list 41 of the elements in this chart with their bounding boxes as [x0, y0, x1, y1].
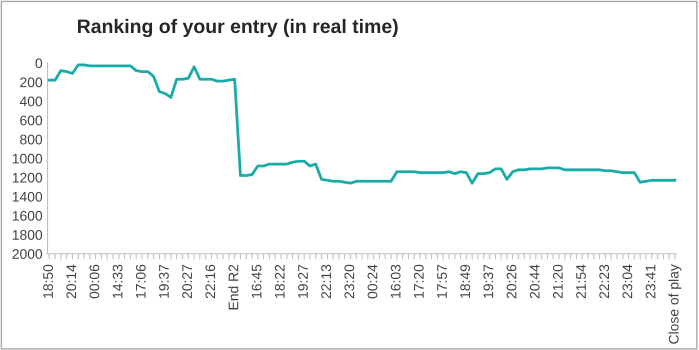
x-tick-label: 19:27 [298, 264, 308, 298]
x-tick-label: 21:54 [576, 264, 586, 298]
x-tick-label: 16:45 [252, 264, 262, 298]
x-tick-label: 18:22 [274, 264, 285, 298]
x-tick-label: 17:57 [437, 264, 447, 298]
y-tick-label: 1600 [12, 210, 42, 221]
x-tick-label: 17:06 [136, 264, 146, 298]
y-tick-label: 1800 [12, 230, 42, 240]
x-tick-label: 22:16 [205, 264, 216, 298]
y-tick-label: 800 [20, 134, 42, 144]
y-tick-label: 2000 [12, 249, 42, 259]
x-tick-label: 23:20 [344, 264, 354, 298]
y-tick-label: 1200 [12, 172, 42, 183]
x-tick-label: 20:14 [66, 264, 76, 298]
x-tick-label: 18:50 [43, 264, 53, 298]
x-tick-label: 20:26 [506, 264, 516, 298]
line-series [48, 64, 676, 185]
y-tick-label: 1000 [12, 154, 42, 164]
y-tick-label: 200 [20, 77, 42, 88]
x-tick-label: 14:33 [112, 264, 123, 298]
x-tick-label: End R2 [228, 264, 238, 310]
x-tick-label: 19:37 [159, 264, 169, 298]
chart-title: Ranking of your entry (in real time) [78, 18, 398, 38]
x-tick-label: 16:03 [390, 264, 401, 298]
x-tick-label: 17:20 [414, 264, 424, 298]
x-tick-label: 00:24 [368, 264, 378, 298]
x-tick-label: 21:20 [552, 264, 563, 298]
y-tick-label: 400 [20, 96, 42, 106]
y-tick-label: 1400 [12, 192, 42, 202]
y-tick-label: 600 [20, 116, 42, 126]
x-tick-label: 22:13 [321, 264, 332, 298]
x-tick-label: 20:27 [182, 264, 192, 298]
x-tick-label: 00:06 [90, 264, 100, 298]
x-tick-label: 22:23 [599, 264, 610, 298]
y-tick-label: 0 [35, 58, 42, 68]
x-tick-label: 23:04 [622, 264, 632, 298]
x-tick-label: 23:41 [646, 264, 656, 298]
x-tick-label: 20:44 [530, 264, 540, 298]
x-tick-label: 18:49 [460, 264, 470, 298]
x-tick-label: 19:37 [483, 264, 494, 298]
x-tick-label: Close of play [668, 264, 682, 344]
